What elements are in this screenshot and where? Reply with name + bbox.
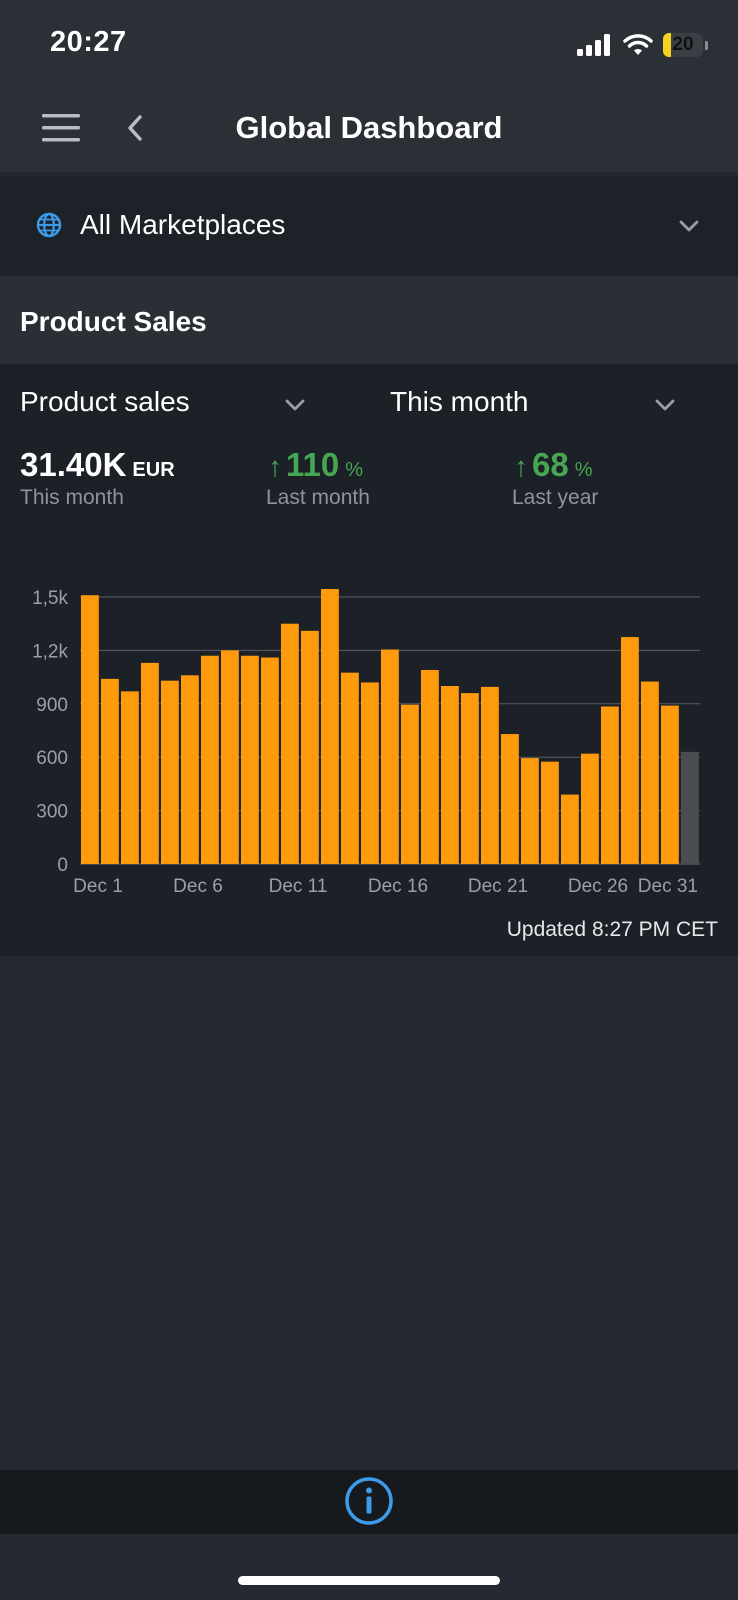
chart-bar[interactable] (161, 680, 179, 864)
last-month-label: Last month (266, 486, 370, 509)
y-tick-label: 600 (36, 748, 68, 769)
chart-bar[interactable] (381, 649, 399, 864)
last-month-change-value: 110 (286, 446, 340, 483)
chart-bar[interactable] (541, 761, 559, 864)
chart-bar[interactable] (81, 595, 99, 864)
battery-indicator: 20 (663, 33, 708, 57)
total-sales-value: 31.40K (20, 446, 127, 483)
chart-bar[interactable] (121, 691, 139, 864)
chart-bar[interactable] (321, 588, 339, 864)
wifi-icon (623, 34, 653, 55)
chart-bar[interactable] (141, 662, 159, 864)
hamburger-icon[interactable] (42, 114, 80, 142)
updated-timestamp: Updated 8:27 PM CET (506, 918, 718, 941)
chevron-down-icon[interactable] (654, 398, 676, 412)
status-icons: 20 (577, 30, 708, 60)
arrow-up-icon: ↑ (514, 451, 528, 482)
chart-bar[interactable] (181, 675, 199, 864)
chart-bar[interactable] (421, 669, 439, 864)
x-tick-label: Dec 11 (269, 876, 328, 897)
chart-bar[interactable] (521, 758, 539, 864)
last-year-change-unit: % (574, 459, 593, 481)
info-icon[interactable] (344, 1476, 394, 1526)
y-tick-label: 1,2k (32, 641, 68, 662)
y-tick-label: 1,5k (32, 588, 68, 609)
x-tick-label: Dec 26 (568, 876, 628, 897)
chart-bar[interactable] (241, 655, 259, 864)
x-tick-label: Dec 1 (73, 876, 123, 897)
chart-bar[interactable] (561, 794, 579, 864)
section-header (0, 276, 738, 364)
sales-bar-chart: 0 300 600 900 1,2k 1,5k Dec 1 Dec 6 Dec 11 Dec 16… (32, 588, 700, 897)
chart-bar[interactable] (661, 705, 679, 864)
status-time: 20:27 (50, 26, 127, 58)
chart-bar[interactable] (501, 734, 519, 864)
chart-bar[interactable] (361, 682, 379, 864)
chart-bar[interactable] (201, 655, 219, 864)
last-year-change: ↑ 68% (514, 446, 593, 484)
arrow-up-icon: ↑ (268, 451, 282, 482)
status-bar: 20:27 20 (0, 0, 738, 90)
x-tick-label: Dec 31 (638, 876, 698, 897)
section-title: Product Sales (20, 306, 207, 337)
y-tick-label: 900 (36, 695, 68, 716)
battery-icon: 20 (663, 33, 703, 57)
total-sales-label: This month (20, 486, 124, 509)
chart-bar[interactable] (601, 706, 619, 864)
x-tick-label: Dec 16 (368, 876, 428, 897)
x-tick-label: Dec 21 (468, 876, 528, 897)
last-year-label: Last year (512, 486, 599, 509)
home-indicator[interactable] (238, 1576, 500, 1585)
marketplace-selector[interactable] (0, 176, 738, 276)
chart-bar[interactable] (481, 686, 499, 864)
total-sales-stat: 31.40K EUR (20, 446, 175, 484)
chart-bar[interactable] (581, 753, 599, 864)
chart-bar[interactable] (681, 751, 699, 864)
y-tick-label: 0 (57, 855, 68, 876)
marketplace-label: All Marketplaces (80, 209, 286, 240)
last-year-change-value: 68 (532, 446, 569, 483)
chevron-left-icon[interactable] (124, 113, 146, 143)
navigation-bar (0, 90, 738, 174)
chevron-down-icon[interactable] (678, 219, 700, 233)
x-tick-label: Dec 6 (173, 876, 223, 897)
chart-bar[interactable] (621, 637, 639, 864)
chart-bar[interactable] (101, 678, 119, 864)
last-month-change-unit: % (345, 459, 364, 481)
chart-bar[interactable] (281, 623, 299, 864)
chart-bar[interactable] (301, 630, 319, 864)
battery-level: 20 (672, 34, 694, 55)
chart-bar[interactable] (401, 704, 419, 864)
globe-icon (36, 212, 62, 238)
chevron-down-icon[interactable] (284, 398, 306, 412)
total-sales-unit: EUR (132, 459, 175, 481)
y-tick-label: 300 (36, 802, 68, 823)
metric-dropdown-label[interactable]: Product sales (20, 386, 190, 417)
period-dropdown-label[interactable]: This month (390, 386, 529, 417)
page-title: Global Dashboard (235, 110, 503, 145)
home-area (0, 1534, 738, 1600)
chart-bar[interactable] (341, 672, 359, 864)
chart-bar[interactable] (461, 693, 479, 864)
chart-bar[interactable] (441, 686, 459, 864)
signal-icon (577, 34, 610, 56)
chart-bar[interactable] (221, 650, 239, 864)
last-month-change: ↑ 110% (268, 446, 363, 484)
chart-bar[interactable] (261, 657, 279, 864)
chart-bar[interactable] (641, 681, 659, 864)
